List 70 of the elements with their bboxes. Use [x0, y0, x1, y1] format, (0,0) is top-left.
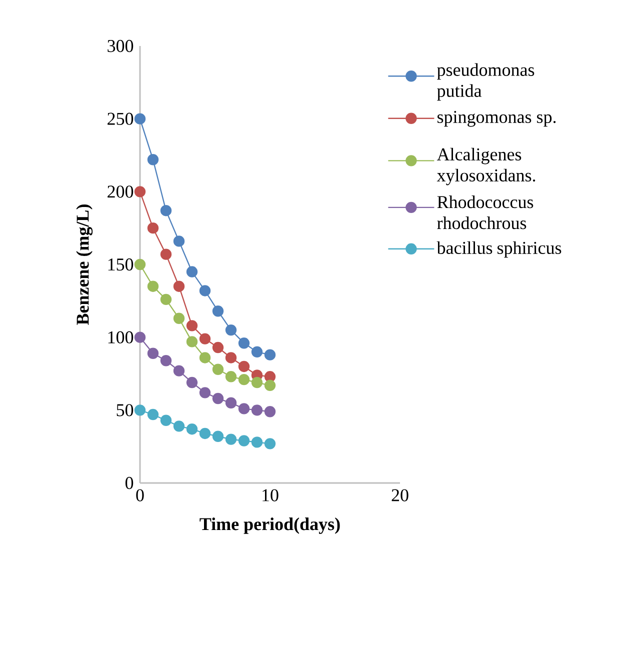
y-tick-label: 150: [108, 258, 134, 271]
legend-label: Alcaligenes xylosoxidans.: [436, 148, 536, 186]
x-tick-label: 10: [262, 489, 278, 502]
point: [199, 333, 211, 344]
point: [251, 404, 263, 416]
point: [173, 236, 185, 247]
point: [238, 360, 250, 372]
point: [212, 430, 224, 442]
point: [264, 380, 276, 391]
point: [173, 420, 185, 432]
point: [212, 364, 224, 375]
point: [225, 324, 237, 336]
point: [212, 392, 224, 404]
x-tick-label: 20: [392, 489, 408, 502]
legend-label: pseudomonas putida: [437, 63, 534, 101]
point: [147, 222, 159, 234]
point: [160, 248, 172, 260]
point: [147, 154, 159, 166]
point: [160, 294, 172, 306]
x-tick-label: 0: [136, 489, 144, 502]
point: [225, 352, 237, 364]
point: [147, 408, 159, 420]
point: [199, 387, 211, 398]
point: [134, 332, 146, 343]
point: [186, 266, 198, 278]
legend-label: bacillus sphiricus: [436, 241, 562, 258]
point: [212, 306, 224, 317]
y-tick-label: 200: [108, 186, 134, 198]
y-axis-title: Benzene (mg/L): [76, 204, 93, 325]
y-tick-label: 50: [116, 404, 134, 416]
point: [147, 280, 159, 292]
point: [238, 403, 250, 414]
point: [225, 397, 237, 408]
legend-label: spingomonas sp.: [438, 110, 556, 127]
point: [264, 371, 276, 382]
point: [186, 376, 198, 388]
point: [251, 436, 263, 448]
point: [186, 320, 198, 332]
point: [238, 338, 250, 349]
point: [134, 258, 146, 270]
point: [225, 371, 237, 382]
point: [251, 346, 263, 358]
point: [199, 428, 211, 440]
point: [264, 438, 276, 450]
point: [134, 186, 146, 198]
point: [199, 285, 211, 296]
y-tick-label: 0: [125, 476, 134, 490]
point: [173, 365, 185, 376]
point: [264, 406, 276, 418]
point: [186, 424, 198, 435]
y-tick-label: 250: [108, 112, 134, 125]
point: [147, 348, 159, 359]
point: [264, 349, 276, 360]
point: [160, 205, 172, 216]
point: [173, 280, 185, 292]
point: [134, 404, 146, 416]
y-tick-label: 300: [108, 40, 134, 52]
point: [251, 376, 263, 388]
point: [225, 434, 237, 445]
point: [238, 435, 250, 446]
point: [238, 374, 250, 386]
point: [199, 352, 211, 364]
point: [173, 312, 185, 324]
point: [160, 355, 172, 366]
point: [186, 336, 198, 348]
y-tick-label: 100: [108, 331, 134, 344]
point: [134, 113, 146, 124]
point: [212, 342, 224, 354]
x-axis-title: Time period(days): [200, 518, 340, 534]
point: [160, 414, 172, 426]
